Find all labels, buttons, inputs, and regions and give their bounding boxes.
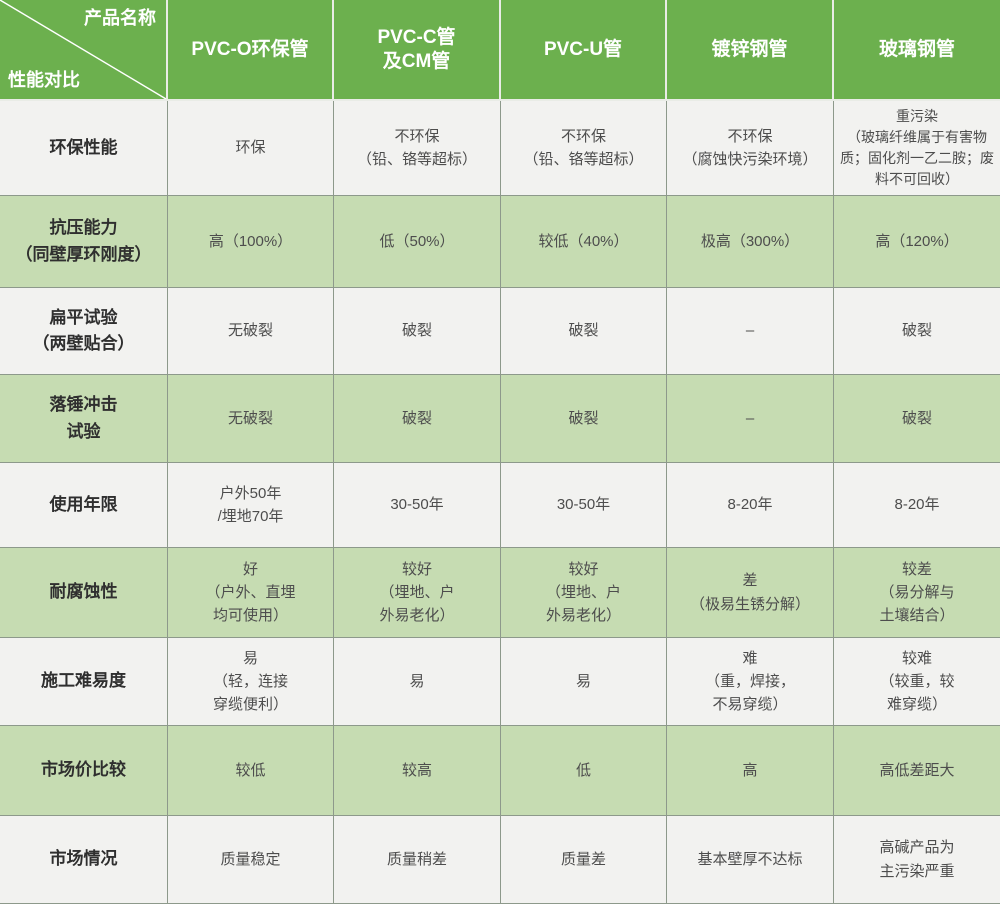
table-cell: 户外50年 /埋地70年 xyxy=(168,463,334,548)
corner-product-label: 产品名称 xyxy=(84,8,156,28)
row-label: 使用年限 xyxy=(0,463,168,548)
table-cell: 易 xyxy=(501,638,667,726)
corner-header-cell: 产品名称 性能对比 xyxy=(0,0,168,101)
table-row-market-price: 市场价比较 较低 较高 低 高 高低差距大 xyxy=(0,726,1000,816)
table-cell: – xyxy=(667,375,834,463)
table-cell: 不环保 （铅、铬等超标） xyxy=(501,101,667,196)
table-row-market-condition: 市场情况 质量稳定 质量稍差 质量差 基本壁厚不达标 高碱产品为 主污染严重 xyxy=(0,816,1000,904)
table-row-compression: 抗压能力 （同壁厚环刚度） 高（100%） 低（50%） 较低（40%） 极高（… xyxy=(0,196,1000,288)
table-cell: 不环保 （铅、铬等超标） xyxy=(334,101,501,196)
table-cell: 较差 （易分解与 土壤结合） xyxy=(834,548,1000,638)
row-label: 抗压能力 （同壁厚环刚度） xyxy=(0,196,168,288)
table-cell: 较难 （较重，较 难穿缆） xyxy=(834,638,1000,726)
table-cell: 重污染 （玻璃纤维属于有害物质；固化剂一乙二胺；废料不可回收） xyxy=(834,101,1000,196)
table-cell: 破裂 xyxy=(334,288,501,375)
table-row-construction-difficulty: 施工难易度 易 （轻，连接 穿缆便利） 易 易 难 （重，焊接， 不易穿缆） 较… xyxy=(0,638,1000,726)
header-row: 产品名称 性能对比 PVC-O环保管 PVC-C管 及CM管 PVC-U管 镀锌… xyxy=(0,0,1000,101)
table-cell: 8-20年 xyxy=(834,463,1000,548)
table-cell: 较低 xyxy=(168,726,334,816)
table-cell: 破裂 xyxy=(834,288,1000,375)
table-row-environmental: 环保性能 环保 不环保 （铅、铬等超标） 不环保 （铅、铬等超标） 不环保 （腐… xyxy=(0,101,1000,196)
table-row-flattening-test: 扁平试验 （两壁贴合） 无破裂 破裂 破裂 – 破裂 xyxy=(0,288,1000,375)
corner-performance-label: 性能对比 xyxy=(8,69,80,90)
table-cell: 较好 （埋地、户 外易老化） xyxy=(334,548,501,638)
table-row-corrosion-resistance: 耐腐蚀性 好 （户外、直埋 均可使用） 较好 （埋地、户 外易老化） 较好 （埋… xyxy=(0,548,1000,638)
row-label: 环保性能 xyxy=(0,101,168,196)
row-label: 施工难易度 xyxy=(0,638,168,726)
column-header-pvc-u: PVC-U管 xyxy=(501,0,667,101)
table-cell: 破裂 xyxy=(501,375,667,463)
column-header-pvc-o: PVC-O环保管 xyxy=(168,0,334,101)
table-cell: 无破裂 xyxy=(168,288,334,375)
row-label: 扁平试验 （两壁贴合） xyxy=(0,288,168,375)
row-label: 市场价比较 xyxy=(0,726,168,816)
row-label: 市场情况 xyxy=(0,816,168,904)
table-cell: 破裂 xyxy=(334,375,501,463)
table-cell: 较好 （埋地、户 外易老化） xyxy=(501,548,667,638)
table-cell: 高低差距大 xyxy=(834,726,1000,816)
table-cell: 基本壁厚不达标 xyxy=(667,816,834,904)
table-cell: 低 xyxy=(501,726,667,816)
table-cell: 质量差 xyxy=(501,816,667,904)
table-cell: 质量稳定 xyxy=(168,816,334,904)
table-cell: 难 （重，焊接， 不易穿缆） xyxy=(667,638,834,726)
table-cell: 较低（40%） xyxy=(501,196,667,288)
table-cell: 高（100%） xyxy=(168,196,334,288)
table-cell: 8-20年 xyxy=(667,463,834,548)
table-cell: – xyxy=(667,288,834,375)
diagonal-divider-line xyxy=(0,0,166,99)
table-cell: 高（120%） xyxy=(834,196,1000,288)
column-header-fiberglass: 玻璃钢管 xyxy=(834,0,1000,101)
table-row-drop-impact-test: 落锤冲击 试验 无破裂 破裂 破裂 – 破裂 xyxy=(0,375,1000,463)
table-cell: 破裂 xyxy=(501,288,667,375)
table-cell: 好 （户外、直埋 均可使用） xyxy=(168,548,334,638)
table-cell: 不环保 （腐蚀快污染环境） xyxy=(667,101,834,196)
table-cell: 易 xyxy=(334,638,501,726)
row-label: 落锤冲击 试验 xyxy=(0,375,168,463)
table-cell: 低（50%） xyxy=(334,196,501,288)
column-header-pvc-c: PVC-C管 及CM管 xyxy=(334,0,501,101)
table-cell: 无破裂 xyxy=(168,375,334,463)
table-cell: 环保 xyxy=(168,101,334,196)
table-cell: 高碱产品为 主污染严重 xyxy=(834,816,1000,904)
table-cell: 高 xyxy=(667,726,834,816)
table-cell: 30-50年 xyxy=(334,463,501,548)
table-cell: 30-50年 xyxy=(501,463,667,548)
table-cell: 破裂 xyxy=(834,375,1000,463)
table-cell: 极高（300%） xyxy=(667,196,834,288)
row-label: 耐腐蚀性 xyxy=(0,548,168,638)
table-cell: 易 （轻，连接 穿缆便利） xyxy=(168,638,334,726)
table-cell: 质量稍差 xyxy=(334,816,501,904)
table-row-service-life: 使用年限 户外50年 /埋地70年 30-50年 30-50年 8-20年 8-… xyxy=(0,463,1000,548)
table-cell: 差 （极易生锈分解） xyxy=(667,548,834,638)
column-header-galvanized-steel: 镀锌钢管 xyxy=(667,0,834,101)
table-cell: 较高 xyxy=(334,726,501,816)
